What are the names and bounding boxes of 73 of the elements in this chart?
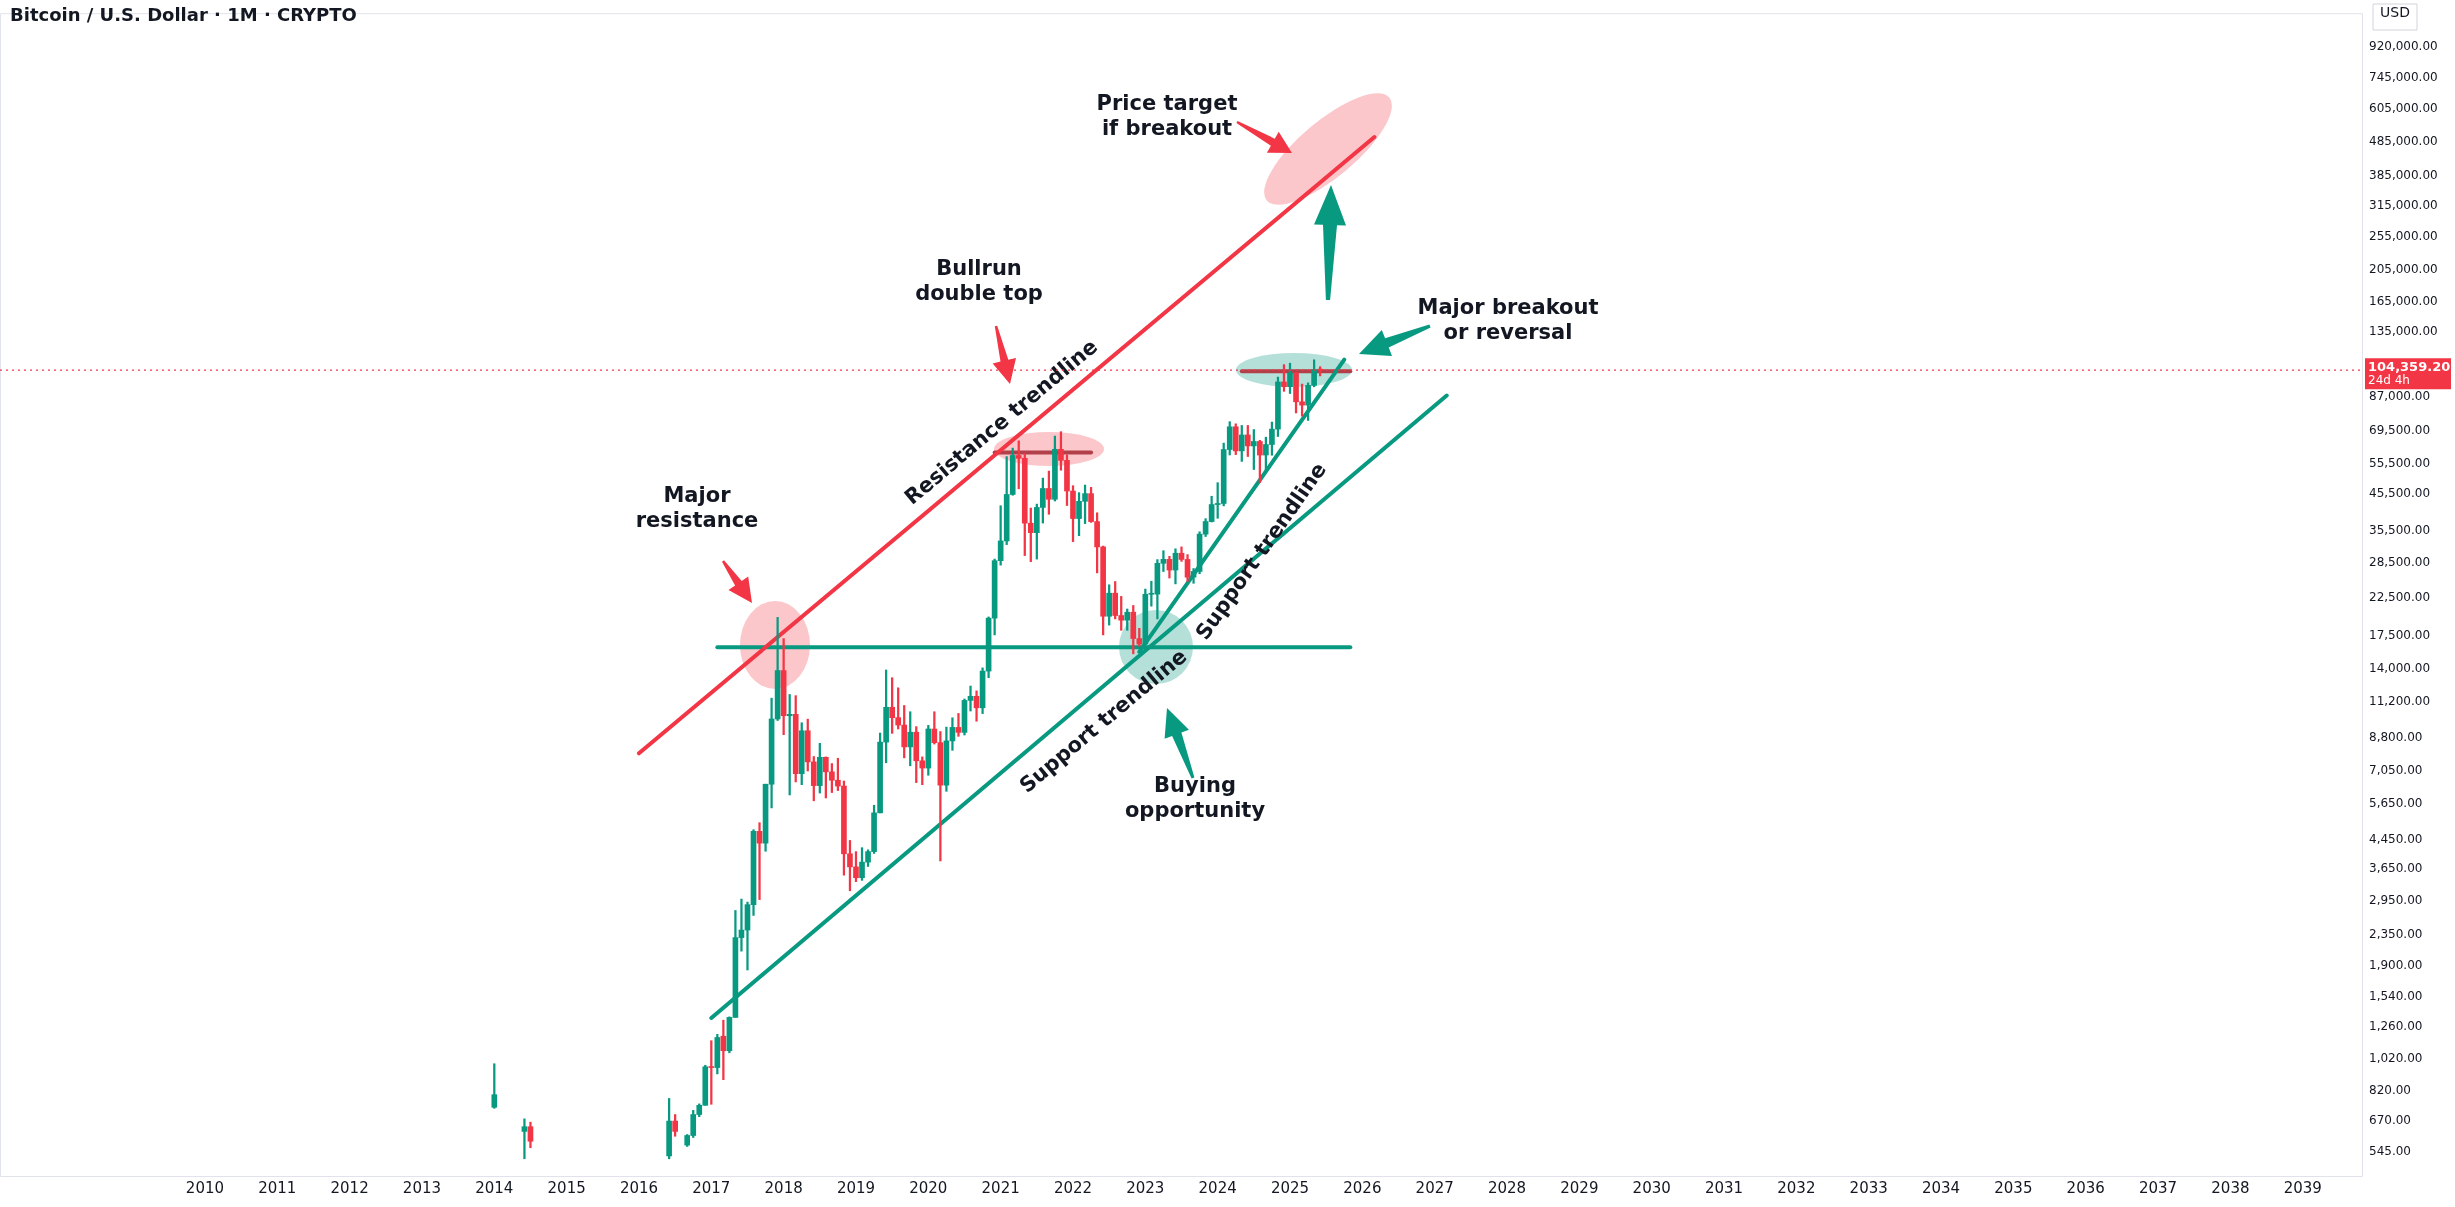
- x-tick-label: 2029: [1560, 1178, 1599, 1197]
- y-tick-label: 545.00: [2369, 1143, 2411, 1158]
- y-tick-label: 670.00: [2369, 1113, 2411, 1128]
- y-tick-label: 11,200.00: [2369, 694, 2431, 709]
- y-tick-label: 3,650.00: [2369, 861, 2423, 876]
- x-tick-label: 2011: [258, 1178, 297, 1197]
- annotation: Price target if breakout: [1096, 90, 1238, 140]
- x-tick-label: 2019: [836, 1178, 876, 1197]
- annotation: Major breakout or reversal: [1417, 294, 1599, 344]
- y-tick-label: 4,450.00: [2369, 831, 2423, 846]
- annotation: Bullrun double top: [915, 255, 1043, 305]
- x-tick-label: 2014: [475, 1178, 514, 1197]
- x-tick-label: 2021: [981, 1178, 1020, 1197]
- y-tick-label: 14,000.00: [2369, 661, 2431, 676]
- y-tick-label: 2,950.00: [2369, 892, 2423, 907]
- y-tick-label: 205,000.00: [2369, 261, 2438, 276]
- y-tick-label: 55,500.00: [2369, 456, 2431, 471]
- y-tick-label: 2,350.00: [2369, 926, 2423, 941]
- y-tick-label: 1,900.00: [2369, 958, 2423, 973]
- x-tick-label: 2012: [330, 1178, 369, 1197]
- x-tick-label: 2028: [1487, 1178, 1527, 1197]
- y-tick-label: 17,500.00: [2369, 627, 2431, 642]
- y-tick-label: 165,000.00: [2369, 294, 2438, 309]
- y-tick-label: 69,500.00: [2369, 422, 2431, 437]
- x-tick-label: 2032: [1777, 1178, 1816, 1197]
- x-tick-label: 2015: [547, 1178, 586, 1197]
- ref-line-label: 104,359.20: [2368, 358, 2451, 374]
- y-tick-label: 745,000.00: [2369, 69, 2438, 84]
- x-tick-label: 2023: [1126, 1178, 1165, 1197]
- text: 24d 4h: [2368, 373, 2410, 388]
- y-tick-label: 385,000.00: [2369, 168, 2438, 183]
- y-tick-label: 28,500.00: [2369, 555, 2431, 570]
- x-tick-label: 2035: [1994, 1178, 2033, 1197]
- x-tick-label: 2027: [1415, 1178, 1454, 1197]
- y-tick-label: 87,000.00: [2369, 389, 2431, 404]
- y-tick-label: 315,000.00: [2369, 197, 2438, 212]
- x-tick-label: 2017: [692, 1178, 731, 1197]
- y-tick-label: 35,500.00: [2369, 522, 2431, 537]
- x-tick-label: 2026: [1343, 1178, 1382, 1197]
- y-tick-label: 8,800.00: [2369, 730, 2423, 745]
- x-tick-label: 2036: [2066, 1178, 2105, 1197]
- x-tick-label: 2038: [2211, 1178, 2250, 1197]
- x-tick-label: 2016: [619, 1178, 659, 1197]
- y-tick-label: 920,000.00: [2369, 38, 2438, 53]
- y-tick-label: 820.00: [2369, 1083, 2411, 1098]
- y-tick-label: 135,000.00: [2369, 323, 2438, 338]
- x-tick-label: 2013: [402, 1178, 442, 1197]
- x-tick-label: 2030: [1632, 1178, 1671, 1197]
- annotation: Major resistance: [635, 482, 759, 532]
- x-tick-label: 2037: [2138, 1178, 2178, 1197]
- x-tick-label: 2031: [1704, 1178, 1744, 1197]
- y-tick-label: 255,000.00: [2369, 229, 2438, 244]
- x-tick-label: 2020: [909, 1178, 948, 1197]
- x-tick-label: 2022: [1053, 1178, 1093, 1197]
- y-tick-label: 605,000.00: [2369, 100, 2438, 115]
- y-tick-label: 1,260.00: [2369, 1019, 2423, 1034]
- x-tick-label: 2034: [1921, 1178, 1961, 1197]
- y-tick-label: 1,020.00: [2369, 1050, 2423, 1065]
- y-tick-label: 1,540.00: [2369, 989, 2423, 1004]
- x-tick-label: 2033: [1849, 1178, 1888, 1197]
- y-tick-label: 485,000.00: [2369, 133, 2438, 148]
- chart-title: Bitcoin / U.S. Dollar · 1M · CRYPTO: [10, 3, 357, 25]
- annotation: Buying opportunity: [1124, 772, 1266, 822]
- text: USD: [2380, 4, 2410, 20]
- x-tick-label: 2024: [1198, 1178, 1237, 1197]
- x-tick-label: 2010: [185, 1178, 225, 1197]
- x-tick-label: 2039: [2283, 1178, 2322, 1197]
- y-tick-label: 5,650.00: [2369, 796, 2423, 811]
- x-tick-label: 2025: [1270, 1178, 1310, 1197]
- x-tick-label: 2018: [764, 1178, 803, 1197]
- y-tick-label: 45,500.00: [2369, 485, 2431, 500]
- y-tick-label: 7,050.00: [2369, 763, 2423, 778]
- y-tick-label: 22,500.00: [2369, 590, 2431, 605]
